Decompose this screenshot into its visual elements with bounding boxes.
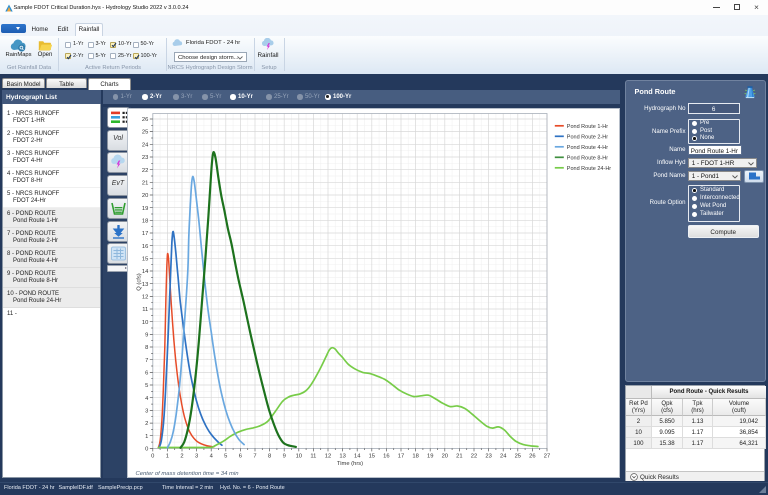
svg-text:11: 11 <box>310 453 316 459</box>
svg-text:3: 3 <box>145 408 148 414</box>
svg-text:5: 5 <box>145 383 148 389</box>
svg-text:25: 25 <box>142 129 148 135</box>
svg-text:4: 4 <box>145 395 149 401</box>
svg-text:26: 26 <box>142 117 148 123</box>
svg-text:25: 25 <box>515 453 521 459</box>
svg-text:14: 14 <box>142 269 149 275</box>
svg-text:2: 2 <box>180 453 183 459</box>
svg-text:6: 6 <box>239 453 242 459</box>
svg-text:Time (hrs): Time (hrs) <box>337 461 363 467</box>
svg-text:20: 20 <box>142 193 148 199</box>
svg-text:22: 22 <box>142 167 148 173</box>
svg-text:5: 5 <box>224 453 227 459</box>
svg-text:19: 19 <box>427 453 433 459</box>
svg-text:27: 27 <box>544 453 550 459</box>
svg-text:13: 13 <box>339 453 345 459</box>
svg-text:11: 11 <box>142 307 148 313</box>
svg-text:7: 7 <box>145 357 148 363</box>
svg-text:Pond Route 1-Hr: Pond Route 1-Hr <box>567 123 608 129</box>
svg-text:19: 19 <box>142 205 148 211</box>
svg-text:21: 21 <box>456 453 462 459</box>
svg-text:0: 0 <box>151 453 154 459</box>
svg-text:21: 21 <box>142 180 148 186</box>
svg-text:9: 9 <box>145 332 148 338</box>
svg-text:16: 16 <box>142 243 148 249</box>
svg-text:1: 1 <box>166 453 169 459</box>
svg-text:20: 20 <box>442 453 448 459</box>
svg-text:7: 7 <box>253 453 256 459</box>
svg-text:8: 8 <box>268 453 271 459</box>
svg-text:1: 1 <box>145 433 148 439</box>
svg-text:13: 13 <box>142 281 148 287</box>
svg-text:0: 0 <box>145 446 148 452</box>
svg-text:Q (cfs): Q (cfs) <box>137 273 143 290</box>
svg-text:18: 18 <box>142 218 148 224</box>
svg-text:4: 4 <box>210 453 214 459</box>
svg-text:Pond Route 2-Hr: Pond Route 2-Hr <box>567 134 608 140</box>
svg-text:24: 24 <box>142 142 149 148</box>
svg-text:Center of mass detention time: Center of mass detention time = 34 min <box>136 471 240 477</box>
svg-text:23: 23 <box>142 155 148 161</box>
svg-text:12: 12 <box>325 453 331 459</box>
svg-text:15: 15 <box>142 256 148 262</box>
svg-text:Pond Route 8-Hr: Pond Route 8-Hr <box>567 155 608 161</box>
svg-text:12: 12 <box>142 294 148 300</box>
svg-text:Pond Route 24-Hr: Pond Route 24-Hr <box>567 165 611 171</box>
svg-text:2: 2 <box>145 421 148 427</box>
svg-text:14: 14 <box>354 453 361 459</box>
svg-text:18: 18 <box>412 453 418 459</box>
svg-text:Pond Route 4-Hr: Pond Route 4-Hr <box>567 144 608 150</box>
svg-text:16: 16 <box>383 453 389 459</box>
svg-text:8: 8 <box>145 345 148 351</box>
svg-text:10: 10 <box>296 453 302 459</box>
svg-text:23: 23 <box>485 453 491 459</box>
svg-text:6: 6 <box>145 370 148 376</box>
svg-text:17: 17 <box>398 453 404 459</box>
svg-text:22: 22 <box>471 453 477 459</box>
svg-text:9: 9 <box>283 453 286 459</box>
svg-text:24: 24 <box>500 453 507 459</box>
svg-text:17: 17 <box>142 231 148 237</box>
svg-text:10: 10 <box>142 319 148 325</box>
svg-text:15: 15 <box>369 453 375 459</box>
svg-text:26: 26 <box>529 453 535 459</box>
svg-text:3: 3 <box>195 453 198 459</box>
